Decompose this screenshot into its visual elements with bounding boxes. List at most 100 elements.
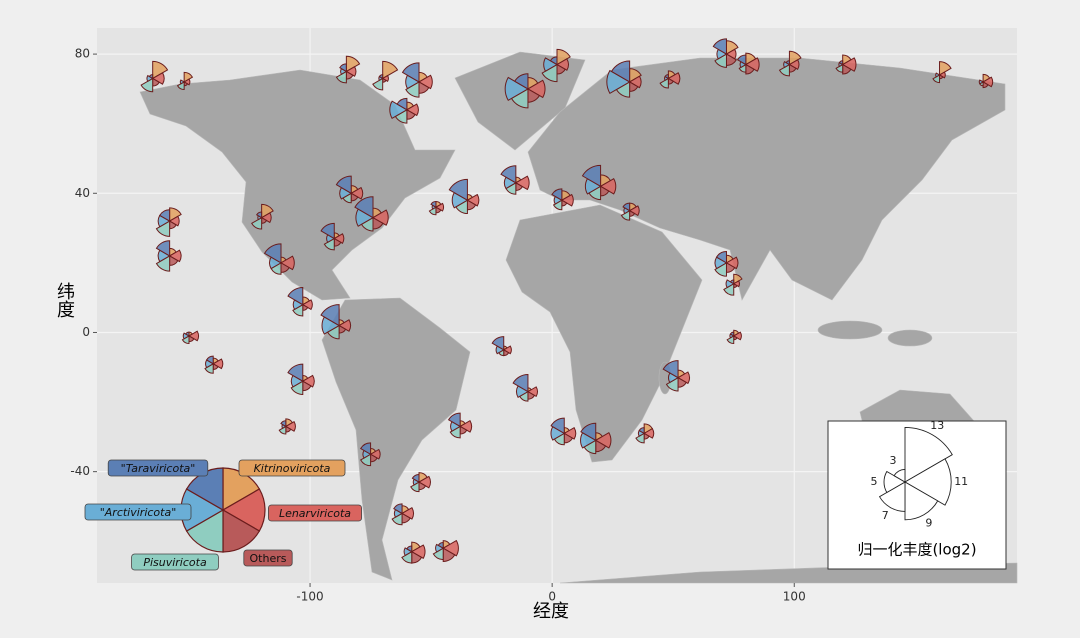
- site-glyph: [635, 423, 655, 444]
- abundance-wedge: [301, 374, 315, 388]
- abundance-wedge: [345, 55, 361, 73]
- legend-label-box: [84, 503, 192, 521]
- abundance-wedge: [435, 543, 445, 553]
- abundance-wedge: [188, 330, 199, 342]
- site-glyph: [620, 202, 640, 221]
- abundance-wedge: [551, 188, 563, 202]
- site-glyph: [659, 70, 681, 89]
- site-glyph: [662, 360, 690, 392]
- abundance-key: 13 11 9 7 53: [871, 419, 969, 529]
- y-tick-label: 40: [75, 186, 90, 200]
- abundance-wedge: [350, 186, 364, 200]
- site-glyph: [932, 61, 952, 84]
- key-wedge: [904, 481, 939, 521]
- abundance-wedge: [260, 212, 272, 224]
- abundance-wedge: [169, 207, 182, 222]
- site-glyph: [181, 330, 199, 345]
- site-glyph: [140, 60, 169, 93]
- abundance-wedge: [442, 539, 459, 557]
- abundance-wedge: [725, 256, 739, 270]
- site-glyph: [372, 60, 399, 91]
- eurasia: [527, 57, 1006, 301]
- site-glyph: [723, 273, 743, 296]
- abundance-wedge: [788, 50, 802, 66]
- abundance-wedge: [733, 273, 743, 285]
- abundance-wedge: [430, 201, 437, 209]
- abundance-wedge: [939, 61, 952, 76]
- abundance-wedge: [212, 358, 224, 370]
- indonesia: [817, 320, 883, 340]
- abundance-wedge: [555, 58, 569, 71]
- abundance-wedge: [549, 56, 558, 66]
- key-wedge: [904, 458, 952, 506]
- abundance-wedge: [982, 81, 989, 89]
- site-glyph: [401, 62, 433, 98]
- abundance-wedge: [732, 280, 740, 288]
- abundance-wedge: [526, 79, 546, 99]
- abundance-wedge: [152, 60, 169, 80]
- axes: -100 0 100 -40 0 40 80: [70, 47, 805, 604]
- abundance-wedge: [729, 331, 735, 337]
- key-tick-label: 5: [871, 475, 878, 488]
- abundance-wedge: [401, 550, 413, 564]
- abundance-wedge: [280, 255, 295, 271]
- abundance-wedge: [610, 60, 631, 83]
- legend-swatch: [185, 508, 224, 553]
- abundance-wedge: [280, 420, 287, 428]
- abundance-wedge: [205, 355, 214, 365]
- site-glyph: [606, 60, 642, 98]
- abundance-wedge: [403, 547, 413, 557]
- abundance-wedge: [148, 74, 154, 80]
- abundance-wedge: [179, 79, 186, 85]
- abundance-wedge: [563, 426, 577, 440]
- abundance-wedge: [185, 331, 190, 337]
- abundance-wedge: [729, 279, 735, 285]
- abundance-wedge: [335, 175, 352, 195]
- key-tick-label: 13: [930, 419, 944, 432]
- abundance-wedge: [345, 66, 357, 77]
- abundance-wedge: [599, 178, 617, 195]
- legend-label: "Taraviricota": [121, 462, 196, 475]
- site-glyph: [155, 240, 182, 272]
- abundance-wedge: [405, 103, 419, 117]
- abundance-wedge: [323, 237, 335, 251]
- abundance-wedge: [662, 360, 679, 379]
- site-glyph: [726, 329, 742, 345]
- abundance-wedge: [725, 279, 735, 289]
- abundance-wedge: [541, 63, 558, 83]
- abundance-wedge: [417, 475, 431, 489]
- abundance-wedge: [378, 74, 384, 80]
- abundance-wedge: [159, 209, 171, 222]
- x-tick-label: -100: [296, 590, 323, 604]
- key-tick-label: 3: [890, 454, 897, 467]
- abundance-wedge: [744, 57, 760, 72]
- abundance-wedge: [287, 363, 304, 383]
- y-tick-label: 80: [75, 47, 90, 61]
- abundance-wedge: [841, 57, 857, 72]
- abundance-wedge: [659, 77, 669, 89]
- site-glyph: [176, 71, 194, 91]
- y-tick-label: -40: [70, 464, 90, 478]
- abundance-wedge: [543, 57, 558, 72]
- site-glyph: [550, 417, 577, 446]
- x-tick-label: 100: [783, 590, 806, 604]
- abundance-wedge: [448, 178, 468, 202]
- key-wedge: [904, 426, 953, 483]
- site-glyph: [835, 54, 857, 75]
- abundance-wedge: [514, 175, 530, 191]
- site-glyph: [778, 50, 802, 77]
- site-glyph: [155, 207, 182, 237]
- abundance-wedge: [393, 503, 403, 515]
- abundance-wedge: [491, 336, 505, 351]
- abundance-wedge: [428, 206, 437, 216]
- abundance-wedge: [447, 412, 461, 428]
- abundance-wedge: [204, 362, 214, 374]
- abundance-wedge: [726, 335, 735, 345]
- abundance-wedge: [292, 303, 304, 317]
- abundance-wedge: [176, 81, 185, 91]
- site-glyph: [335, 175, 364, 204]
- site-glyph: [320, 222, 345, 251]
- abundance-wedge: [594, 432, 612, 449]
- abundance-wedge: [550, 417, 565, 435]
- site-glyph: [263, 243, 295, 275]
